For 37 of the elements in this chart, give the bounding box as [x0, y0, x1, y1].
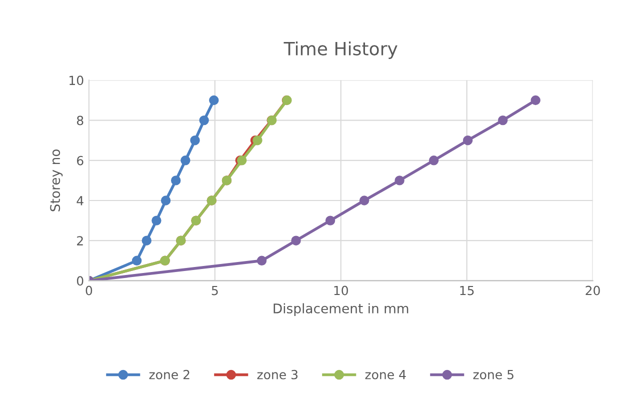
x-tick-label: 20	[586, 286, 600, 296]
point	[170, 176, 181, 186]
legend-label: zone 5	[473, 370, 514, 380]
x-tick-label: 5	[212, 286, 218, 296]
point	[256, 256, 267, 266]
point	[291, 236, 301, 246]
chart-title: Time History	[284, 41, 398, 59]
point	[462, 135, 473, 146]
x-tick-label: 15	[460, 286, 474, 296]
point	[142, 236, 152, 246]
y-tick-label: 2	[77, 236, 83, 246]
y-axis-title: Storey no	[50, 150, 63, 212]
point	[498, 115, 508, 126]
point	[152, 216, 162, 226]
point	[394, 176, 404, 186]
point	[209, 95, 219, 106]
point	[132, 256, 142, 266]
y-tick-label: 6	[77, 156, 84, 166]
point	[160, 196, 171, 206]
x-tick-label: 10	[334, 286, 348, 296]
x-tick-label: 0	[86, 286, 92, 296]
point	[359, 196, 370, 206]
y-tick-label: 0	[76, 276, 84, 286]
legend-label: zone 3	[257, 370, 298, 380]
point	[199, 115, 209, 126]
y-tick-label: 4	[76, 196, 84, 206]
legend-label: zone 4	[365, 370, 406, 380]
point	[190, 135, 200, 146]
y-tick-label: 10	[70, 76, 84, 86]
point	[428, 156, 439, 166]
point	[530, 95, 540, 106]
point	[252, 135, 262, 146]
y-tick-label: 8	[76, 116, 84, 126]
legend-label: zone 2	[149, 370, 190, 380]
x-axis-title: Displacement in mm	[274, 303, 408, 316]
point	[325, 216, 336, 226]
point	[180, 156, 190, 166]
